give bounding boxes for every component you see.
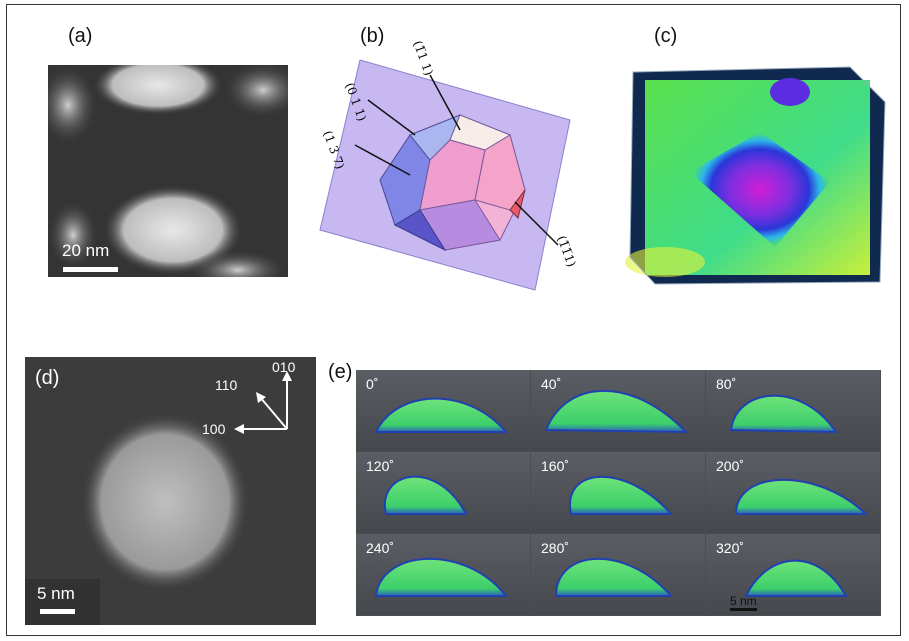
- panel-c-label: (c): [654, 25, 678, 47]
- rotation-view-0: 0˚: [356, 370, 530, 451]
- rotation-view-5: 200˚: [706, 452, 880, 533]
- panel-b-diagram: (0 1 1) (1 3 7) (1̅1 1) (1̅1̅1): [319, 40, 579, 291]
- particle-render-1: [544, 389, 689, 434]
- particle-render-6: [374, 557, 509, 597]
- angle-label-6: 240˚: [366, 540, 395, 556]
- rotation-view-8: 320˚: [706, 534, 880, 615]
- angle-label-3: 120˚: [366, 458, 395, 474]
- panel-a-tem: [48, 65, 288, 277]
- rotation-view-6: 240˚: [356, 534, 530, 615]
- panel-e-label: (e): [328, 361, 353, 383]
- panel-e-scalebar: 5 nm: [730, 594, 757, 611]
- panel-a-label: (a): [68, 25, 93, 47]
- angle-label-5: 200˚: [716, 458, 745, 474]
- facet-111-top-label: (1̅1 1): [410, 40, 436, 77]
- panel-a-scalebar: 20 nm: [62, 241, 110, 260]
- angle-label-4: 160˚: [541, 458, 570, 474]
- angle-label-7: 280˚: [541, 540, 570, 556]
- rotation-view-2: 80˚: [706, 370, 880, 451]
- particle-render-8: [744, 559, 848, 597]
- panel-d-image: (d) 5 nm 010 110 100: [25, 357, 316, 625]
- angle-label-2: 80˚: [716, 376, 737, 392]
- rotation-view-7: 280˚: [531, 534, 705, 615]
- direction-100: 100: [202, 421, 226, 437]
- facet-111-bottom-label: (1̅1̅1): [554, 234, 578, 269]
- angle-label-1: 40˚: [541, 376, 562, 392]
- panel-c-rendering: [625, 66, 886, 285]
- panel-d-scalebar: 5 nm: [37, 584, 75, 603]
- particle-render-4: [568, 475, 674, 515]
- rotation-view-1: 40˚: [531, 370, 705, 451]
- rotation-view-4: 160˚: [531, 452, 705, 533]
- panel-d-label: (d): [35, 367, 60, 389]
- angle-label-0: 0˚: [366, 376, 379, 392]
- rotation-view-3: 120˚: [356, 452, 530, 533]
- particle-render-3: [383, 475, 468, 515]
- particle-render-0: [374, 397, 509, 433]
- panel-e-grid: 0˚ 40˚ 80˚ 120˚ 160˚ 200˚ 240˚ 280˚ 320˚ 5 nm: [356, 370, 881, 616]
- direction-010: 010: [272, 359, 296, 375]
- panel-d-tem: [25, 357, 316, 625]
- direction-110: 110: [215, 377, 238, 393]
- angle-label-8: 320˚: [716, 540, 745, 556]
- particle-render-5: [734, 478, 869, 515]
- panel-b-label: (b): [360, 25, 385, 47]
- figure-frame: [6, 4, 901, 636]
- panel-a-image: 20 nm: [48, 65, 288, 277]
- particle-render-2: [729, 394, 838, 434]
- particle-render-7: [554, 557, 674, 597]
